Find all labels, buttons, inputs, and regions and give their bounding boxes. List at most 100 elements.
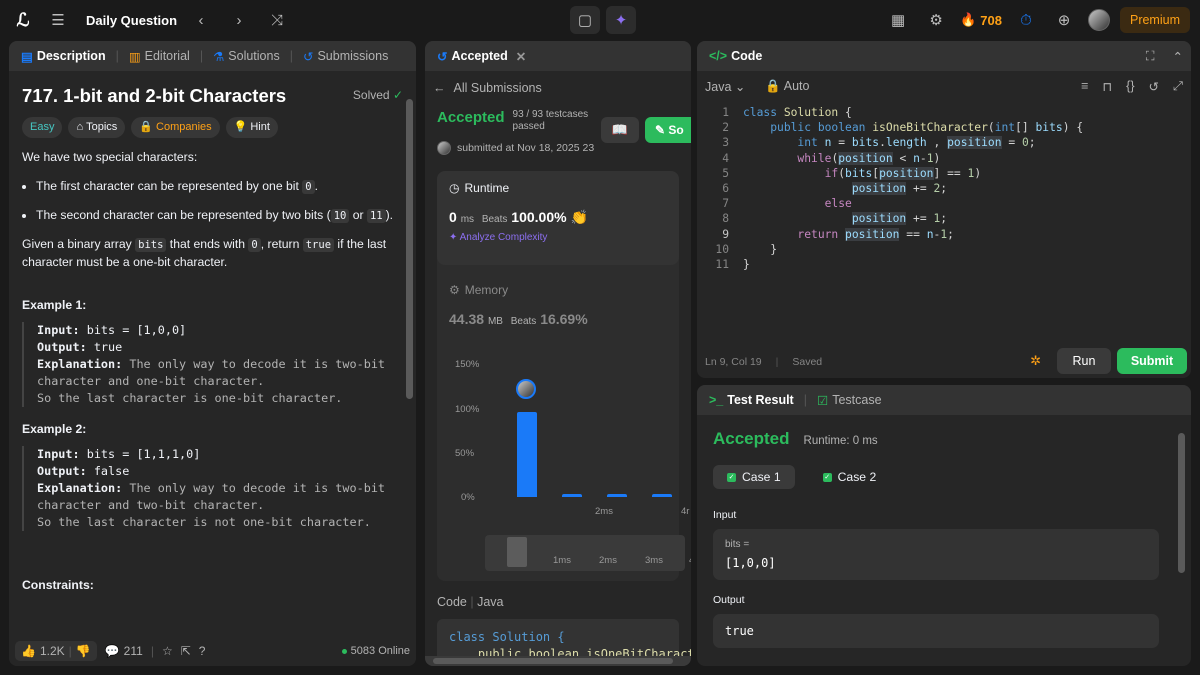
example-1-block: Input: bits = [1,0,0] Output: true Expla… bbox=[22, 322, 403, 407]
code-line: while(position < n-1) bbox=[797, 151, 941, 165]
problem-title[interactable]: 717. 1-bit and 2-bit Characters bbox=[22, 85, 287, 106]
flask-icon: ⚗ bbox=[213, 49, 225, 64]
chart-bar[interactable] bbox=[607, 494, 627, 497]
y-tick-label: 100% bbox=[455, 404, 480, 415]
add-friend-icon[interactable]: ⊕ bbox=[1057, 12, 1071, 29]
code-tab-bar: </> Code ⛶ ⌃ bbox=[697, 41, 1191, 71]
test-tab-bar: >_ Test Result | ☑ Testcase bbox=[697, 385, 1191, 415]
runtime-card[interactable]: ◷ Runtime 0 ms Beats 100.00% 👏 ✦ Analyze … bbox=[437, 171, 679, 265]
all-submissions-link[interactable]: ← All Submissions bbox=[433, 81, 542, 95]
problem-list-icon[interactable]: ☰ bbox=[51, 12, 65, 29]
chart-bar[interactable] bbox=[562, 494, 582, 497]
chart-bar[interactable] bbox=[652, 494, 672, 497]
user-avatar bbox=[437, 141, 451, 155]
pencil-icon: ✎ bbox=[655, 123, 666, 137]
shuffle-icon[interactable]: ⤨ bbox=[271, 11, 284, 29]
your-submission-marker[interactable] bbox=[516, 379, 536, 399]
timer-icon[interactable]: ⏱ bbox=[1020, 11, 1032, 29]
ai-sparkle-icon[interactable]: ✦ bbox=[606, 6, 636, 34]
memory-card[interactable]: ⚙ Memory 44.38 MB Beats 16.69% bbox=[449, 283, 588, 327]
case-1-tab[interactable]: ✓ Case 1 bbox=[713, 465, 795, 489]
share-icon[interactable]: ⇱ bbox=[180, 644, 191, 658]
reset-icon[interactable]: ↺ bbox=[1148, 79, 1159, 94]
book-icon: ▥ bbox=[128, 49, 141, 64]
line-number: 8 bbox=[722, 212, 729, 226]
tab-editorial[interactable]: ▥ Editorial bbox=[128, 49, 190, 64]
like-button[interactable]: 👍 1.2K | 👎 bbox=[15, 641, 97, 661]
test-result-body: Accepted Runtime: 0 ms ✓ Case 1 ✓ Case 2 I… bbox=[697, 415, 1191, 662]
language-select[interactable]: Java ⌄ bbox=[705, 79, 746, 94]
mini-tick-label: 4m bbox=[689, 555, 691, 566]
leetcode-logo-icon[interactable]: ℒ bbox=[16, 9, 30, 30]
test-result-panel: >_ Test Result | ☑ Testcase Accepted Runti… bbox=[697, 385, 1191, 666]
code-editor[interactable]: 1 2 3 4 5 6 7 8 9 10 11 class Solution {… bbox=[697, 105, 1191, 285]
braces-icon[interactable]: {} bbox=[1126, 78, 1135, 93]
tab-solutions[interactable]: ⚗ Solutions bbox=[213, 49, 280, 64]
chart-bar[interactable] bbox=[517, 411, 537, 497]
tab-testcase[interactable]: ☑ Testcase bbox=[816, 393, 882, 408]
tab-submissions[interactable]: ↺ Submissions bbox=[302, 49, 389, 64]
editorial-button[interactable]: 📖 bbox=[601, 117, 639, 143]
collapse-icon[interactable]: ⌃ bbox=[1172, 49, 1183, 64]
analyze-complexity-link[interactable]: ✦ Analyze Complexity bbox=[449, 232, 548, 243]
thumbs-down-icon[interactable]: 👎 bbox=[75, 644, 91, 658]
comments-button[interactable]: 💬 211 bbox=[104, 644, 143, 658]
layout-grid-icon[interactable]: ▦ bbox=[891, 12, 906, 29]
save-status: Saved bbox=[792, 356, 823, 368]
test-runtime: Runtime: 0 ms bbox=[803, 435, 878, 447]
fullscreen-icon[interactable]: ⤢ bbox=[1172, 78, 1183, 93]
maximize-icon[interactable]: ⛶ bbox=[1145, 48, 1155, 63]
tab-test-result[interactable]: >_ Test Result bbox=[709, 393, 794, 407]
tab-code[interactable]: </> Code bbox=[709, 49, 763, 63]
submit-button[interactable]: Submit bbox=[1117, 348, 1187, 374]
format-icon[interactable]: ≡ bbox=[1081, 78, 1089, 93]
code-editor-panel: </> Code ⛶ ⌃ Java ⌄ 🔒 Auto ≡ ⊓ {} ↺ ⤢ 1 2… bbox=[697, 41, 1191, 378]
x-tick-label: 4r bbox=[681, 506, 690, 517]
debug-icon[interactable]: ✲ bbox=[1030, 353, 1041, 368]
online-count: 5083 Online bbox=[342, 645, 410, 657]
problem-tags: Easy ⌂ Topics 🔒 Companies 💡 Hint bbox=[22, 117, 403, 138]
case-2-tab[interactable]: ✓ Case 2 bbox=[822, 470, 877, 484]
daily-question-title[interactable]: Daily Question bbox=[86, 12, 178, 28]
hint-tag[interactable]: 💡 Hint bbox=[225, 117, 278, 138]
bookmark-icon[interactable]: ⊓ bbox=[1102, 79, 1113, 94]
clock-icon: ◷ bbox=[449, 181, 460, 195]
input-key: bits = bbox=[725, 539, 750, 550]
next-problem-icon[interactable]: › bbox=[236, 11, 242, 29]
topics-tag[interactable]: ⌂ Topics bbox=[68, 117, 126, 138]
runtime-distribution-chart[interactable]: 150% 100% 50% 0% 2ms 4r bbox=[437, 359, 690, 519]
memory-chip-icon: ⚙ bbox=[449, 283, 460, 297]
history-icon: ↺ bbox=[437, 49, 448, 64]
submission-tab-bar: ↺ Accepted ✕ bbox=[425, 41, 691, 71]
settings-gear-icon[interactable]: ⚙ bbox=[929, 12, 943, 29]
solution-button[interactable]: ✎ So bbox=[645, 117, 691, 143]
description-panel: ▤ Description | ▥ Editorial | ⚗ Solutions |… bbox=[9, 41, 416, 666]
line-number: 11 bbox=[715, 258, 729, 271]
submitted-info: submitted at Nov 18, 2025 23 bbox=[425, 137, 691, 159]
output-box: true bbox=[713, 614, 1159, 648]
test-scrollbar[interactable] bbox=[1178, 433, 1185, 573]
tab-description[interactable]: ▤ Description bbox=[21, 49, 106, 64]
input-value: [1,0,0] bbox=[725, 556, 776, 570]
description-scrollbar[interactable] bbox=[406, 99, 413, 399]
horizontal-scrollbar[interactable] bbox=[425, 656, 691, 666]
streak-counter[interactable]: 🔥 708 bbox=[960, 12, 1002, 28]
tab-accepted[interactable]: ↺ Accepted ✕ bbox=[437, 49, 527, 64]
premium-button[interactable]: Premium bbox=[1119, 7, 1190, 33]
range-selector[interactable]: 1ms 2ms 3ms 4m bbox=[485, 535, 691, 571]
auto-mode-toggle[interactable]: 🔒 Auto bbox=[765, 78, 810, 93]
companies-tag[interactable]: 🔒 Companies bbox=[131, 117, 220, 138]
notes-icon[interactable]: ▢ bbox=[570, 6, 600, 34]
description-footer: 👍 1.2K | 👎 💬 211 | ☆ ⇱ ? 5083 Online bbox=[9, 636, 416, 666]
line-number: 6 bbox=[722, 182, 729, 195]
list-item: The second character can be represented … bbox=[36, 207, 403, 225]
prev-problem-icon[interactable]: ‹ bbox=[198, 11, 204, 29]
lightbulb-icon: 💡 bbox=[233, 121, 248, 133]
mini-tick-label: 2ms bbox=[599, 555, 617, 566]
user-avatar[interactable] bbox=[1087, 9, 1110, 31]
run-button[interactable]: Run bbox=[1057, 348, 1111, 374]
star-icon[interactable]: ☆ bbox=[161, 644, 173, 658]
close-icon[interactable]: ✕ bbox=[515, 49, 527, 64]
help-icon[interactable]: ? bbox=[198, 644, 206, 658]
line-number: 3 bbox=[722, 136, 729, 150]
